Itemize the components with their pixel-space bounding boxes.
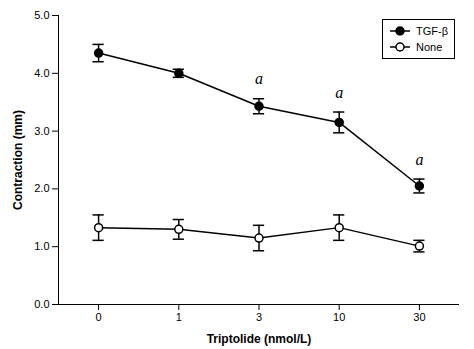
svg-text:4.0: 4.0 bbox=[34, 67, 49, 79]
svg-text:5.0: 5.0 bbox=[34, 9, 49, 21]
svg-text:0: 0 bbox=[96, 311, 102, 323]
html-text:TGF-β: TGF-β bbox=[416, 25, 448, 37]
svg-text:a: a bbox=[255, 70, 263, 87]
svg-text:3.0: 3.0 bbox=[34, 125, 49, 137]
svg-text:a: a bbox=[415, 151, 423, 168]
svg-text:a: a bbox=[335, 84, 343, 101]
svg-text:Triptolide (nmol/L): Triptolide (nmol/L) bbox=[207, 332, 312, 346]
svg-text:30: 30 bbox=[413, 311, 425, 323]
svg-text:0.0: 0.0 bbox=[34, 298, 49, 310]
html-text:None: None bbox=[416, 41, 443, 53]
svg-text:1.0: 1.0 bbox=[34, 240, 49, 252]
svg-text:Contraction (mm): Contraction (mm) bbox=[11, 110, 25, 210]
svg-text:1: 1 bbox=[176, 311, 182, 323]
svg-text:10: 10 bbox=[333, 311, 345, 323]
svg-text:3: 3 bbox=[256, 311, 262, 323]
svg-text:2.0: 2.0 bbox=[34, 182, 49, 194]
